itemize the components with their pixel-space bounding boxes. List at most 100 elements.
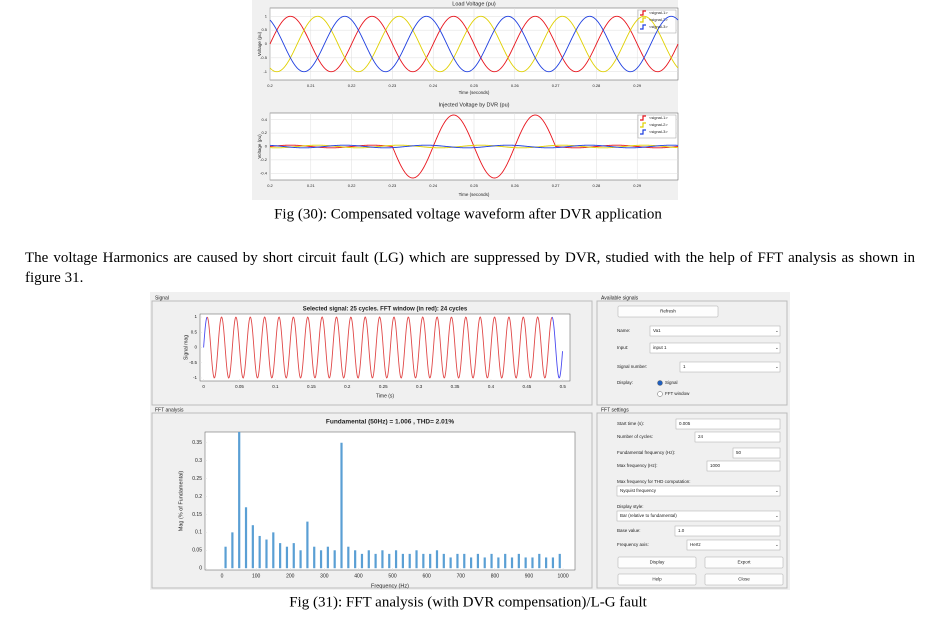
x-tick-label: 0.25 (470, 183, 479, 188)
legend-swatch (640, 122, 646, 128)
bar (333, 550, 336, 569)
x-tick-label: 600 (422, 573, 431, 579)
legend-label: <signal-1> (649, 10, 668, 15)
waveform (269, 114, 679, 179)
bar (401, 553, 404, 569)
field-value: input 1 (653, 345, 667, 350)
x-tick-label: 0.25 (379, 384, 388, 389)
panel-border (151, 412, 593, 589)
x-tick-label: 0.35 (451, 384, 460, 389)
field-label: Name: (617, 328, 630, 333)
x-tick-label: 1000 (558, 573, 569, 579)
bar (490, 553, 493, 569)
bar (279, 543, 282, 569)
caption: Fig (31): FFT analysis (with DVR compens… (289, 594, 647, 610)
y-axis-label: Signal mag (183, 335, 189, 360)
dropdown[interactable] (616, 510, 781, 522)
button[interactable] (617, 573, 697, 586)
bar (517, 553, 520, 569)
legend-swatch (640, 115, 646, 121)
field-label: Display: (617, 380, 633, 385)
waveform (269, 144, 679, 149)
dropdown-arrow: ⌄ (775, 488, 779, 493)
y-tick-label: 0.2 (195, 494, 202, 500)
input-field[interactable] (706, 460, 781, 472)
panel-labels: Signal FFT analysis Available signals FF… (155, 295, 639, 413)
input-field[interactable] (732, 447, 781, 459)
field-value: 50 (736, 450, 742, 455)
x-axis-label: Time (seconds) (459, 90, 490, 95)
radio-button[interactable] (657, 391, 663, 397)
dropdown[interactable] (649, 342, 781, 354)
field-value: 0.005 (679, 421, 691, 426)
x-tick-label: 0.28 (593, 183, 602, 188)
bar (429, 553, 432, 569)
x-tick-label: 0.21 (307, 183, 316, 188)
button-label: Help (652, 577, 662, 582)
button[interactable] (617, 305, 719, 318)
bar (238, 432, 241, 569)
bar (463, 553, 466, 569)
dropdown-arrow: ⌄ (775, 328, 779, 333)
dropdown[interactable] (679, 361, 781, 373)
field-label: Frequency axis: (617, 542, 649, 547)
input-field[interactable] (674, 525, 781, 537)
x-tick-label: 0.25 (470, 83, 479, 88)
bar (299, 550, 302, 569)
x-tick-label: 0.2 (267, 183, 273, 188)
bar (313, 546, 316, 569)
field-value: 1000 (710, 463, 721, 468)
legend-swatch (640, 17, 646, 23)
x-tick-label: 0.15 (307, 384, 316, 389)
field-label: Signal number: (617, 364, 647, 369)
chart-title: Fundamental (50Hz) = 1.006 , THD= 2.01% (326, 419, 454, 426)
button[interactable] (617, 556, 697, 569)
bar (340, 442, 343, 569)
x-tick-label: 700 (457, 573, 466, 579)
bar (504, 553, 507, 569)
y-tick-label: 0 (199, 566, 202, 572)
x-tick-label: 0.22 (348, 83, 357, 88)
x-tick-label: 0.26 (511, 83, 520, 88)
x-tick-label: 0.27 (552, 183, 561, 188)
waveform (269, 15, 679, 73)
legend-box (637, 114, 677, 139)
field-label: Fundamental frequency (Hz): (617, 450, 675, 455)
button[interactable] (704, 556, 784, 569)
y-tick-label: 0.25 (192, 476, 202, 482)
chart-title: Load Voltage (pu) (452, 1, 496, 7)
paragraph: The voltage Harmonics are caused by shor… (25, 250, 915, 286)
dropdown-arrow: ⌄ (775, 513, 779, 518)
radio-button[interactable] (657, 380, 663, 386)
dropdown[interactable] (686, 539, 781, 551)
bar (265, 539, 268, 569)
button[interactable] (704, 573, 784, 586)
waveform (206, 316, 553, 379)
x-tick-label: 0.29 (633, 183, 642, 188)
settings-ui: Refresh Name: Va1 ⌄ Input: input 1 ⌄ Signal num… (616, 305, 784, 586)
bar (510, 557, 514, 569)
waveform (269, 144, 679, 149)
field-value: Hertz (690, 542, 702, 547)
bar (449, 557, 452, 569)
bar (408, 553, 411, 569)
y-tick-label: -0.4 (260, 170, 268, 175)
dropdown[interactable] (616, 485, 781, 497)
y-tick-label: 0 (265, 144, 268, 149)
bar (483, 557, 486, 569)
bar (388, 553, 391, 569)
input-field[interactable] (675, 418, 781, 430)
button-label: Close (738, 577, 750, 582)
panel-border (596, 300, 788, 406)
panel-border (596, 412, 788, 589)
panel-label: Signal (155, 295, 169, 301)
bar (251, 525, 254, 569)
button-label: Display (650, 560, 666, 565)
x-tick-label: 0.21 (307, 83, 316, 88)
input-field[interactable] (694, 431, 781, 443)
bar (497, 557, 500, 569)
y-tick-label: 0.5 (261, 27, 267, 32)
dropdown-arrow: ⌄ (775, 542, 779, 547)
dropdown[interactable] (649, 325, 781, 337)
bar (524, 557, 527, 569)
